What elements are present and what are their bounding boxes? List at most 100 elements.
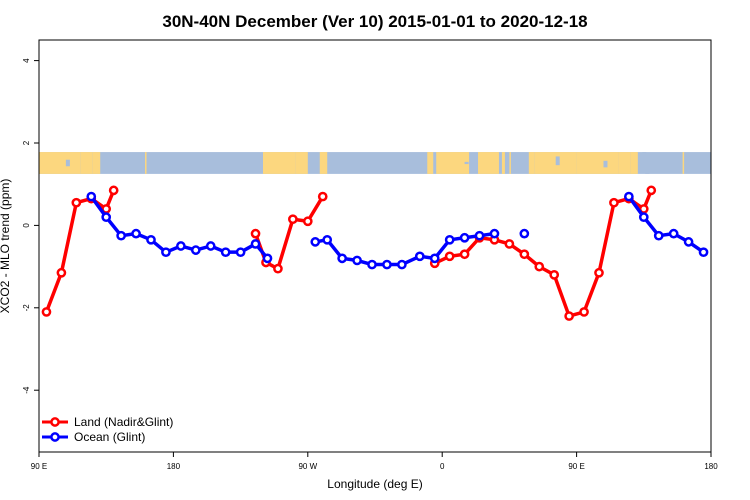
map-ocean-inlet: [65, 159, 70, 167]
data-point: [337, 253, 347, 264]
legend-swatch-marker: [50, 432, 60, 442]
data-point: [504, 239, 515, 249]
data-point: [176, 241, 186, 251]
map-land: [92, 152, 101, 174]
map-land: [509, 152, 511, 174]
plot-frame: [38, 39, 712, 453]
data-point: [609, 197, 619, 208]
data-point: [205, 241, 216, 251]
data-point: [579, 307, 589, 317]
map-land: [436, 152, 470, 174]
data-point: [250, 239, 261, 249]
data-point: [444, 234, 455, 245]
data-point: [250, 228, 261, 239]
map-ocean-inlet: [464, 161, 469, 165]
y-tick-label: 4: [22, 58, 31, 63]
data-point: [474, 230, 485, 241]
data-point: [668, 228, 679, 239]
data-point: [624, 191, 634, 202]
data-point: [429, 253, 440, 264]
data-point: [235, 247, 246, 258]
series-ocean: [86, 191, 709, 270]
data-point: [459, 249, 470, 260]
data-point: [549, 269, 560, 280]
series-line: [433, 189, 653, 318]
x-tick-label: 180: [167, 462, 181, 471]
y-tick-label: -4: [22, 386, 31, 394]
data-point: [653, 230, 664, 241]
map-land: [295, 152, 308, 174]
map-land: [427, 152, 434, 174]
map-ocean-inlet: [642, 152, 647, 160]
y-axis-label: XCO2 - MLO trend (ppm): [0, 179, 12, 314]
data-point: [310, 237, 321, 247]
map-ocean-inlet: [603, 160, 608, 168]
map-land: [80, 152, 93, 174]
map-land: [263, 152, 296, 174]
data-point: [273, 263, 283, 274]
data-point: [367, 259, 377, 270]
map-land: [682, 152, 685, 174]
series-land: [41, 185, 657, 321]
data-point: [146, 234, 156, 245]
x-tick-label: 90 W: [298, 462, 317, 471]
x-tick-label: 180: [704, 462, 718, 471]
data-point: [519, 249, 530, 260]
data-point: [519, 228, 530, 239]
data-point: [594, 267, 604, 278]
x-tick-label: 90 E: [31, 462, 47, 471]
data-point: [220, 247, 231, 258]
data-point: [101, 212, 112, 223]
data-point: [414, 251, 425, 262]
data-point: [262, 253, 273, 264]
data-point: [698, 247, 709, 258]
y-axis: -4 -2 0 2 4: [22, 58, 39, 394]
x-tick-label: 0: [440, 462, 445, 471]
chart-title: 30N-40N December (Ver 10) 2015-01-01 to …: [162, 12, 587, 31]
map-land: [630, 152, 638, 174]
data-point: [302, 216, 313, 227]
legend: Land (Nadir&Glint)Ocean (Glint): [42, 415, 173, 444]
data-point: [397, 259, 407, 270]
data-point: [459, 232, 470, 243]
data-point: [534, 261, 545, 272]
data-point: [382, 259, 392, 270]
data-point: [288, 214, 298, 225]
data-point: [352, 255, 362, 266]
map-land: [478, 152, 499, 174]
series-layer: [41, 185, 709, 321]
data-point: [322, 234, 333, 245]
y-tick-label: 0: [22, 223, 31, 228]
y-tick-label: -2: [22, 304, 31, 312]
x-axis-label: Longitude (deg E): [327, 477, 422, 491]
data-point: [41, 307, 52, 317]
map-ocean-inlet: [645, 165, 650, 174]
map-land: [576, 152, 619, 174]
map-land: [618, 152, 631, 174]
data-point: [190, 245, 201, 255]
data-point: [683, 237, 694, 247]
data-point: [131, 228, 141, 239]
data-point: [161, 247, 171, 258]
y-tick-label: 2: [22, 140, 31, 145]
map-land: [528, 152, 535, 174]
legend-swatch-marker: [50, 417, 60, 427]
data-point: [564, 311, 574, 321]
legend-entry-label: Ocean (Glint): [74, 430, 145, 444]
data-point: [56, 267, 67, 278]
map-land: [319, 152, 328, 174]
legend-entry-label: Land (Nadir&Glint): [74, 415, 173, 429]
x-axis: 90 E 180 90 W 0 90 E 180: [31, 452, 718, 471]
data-point: [71, 197, 82, 208]
data-point: [86, 191, 97, 202]
map-ocean-inlet: [555, 156, 560, 166]
map-land: [501, 152, 505, 174]
data-point: [646, 185, 657, 196]
x-tick-label: 90 E: [568, 462, 584, 471]
data-point: [638, 212, 649, 223]
data-point: [108, 185, 119, 196]
map-land: [145, 152, 147, 174]
map-land: [39, 152, 81, 174]
data-point: [317, 191, 328, 202]
